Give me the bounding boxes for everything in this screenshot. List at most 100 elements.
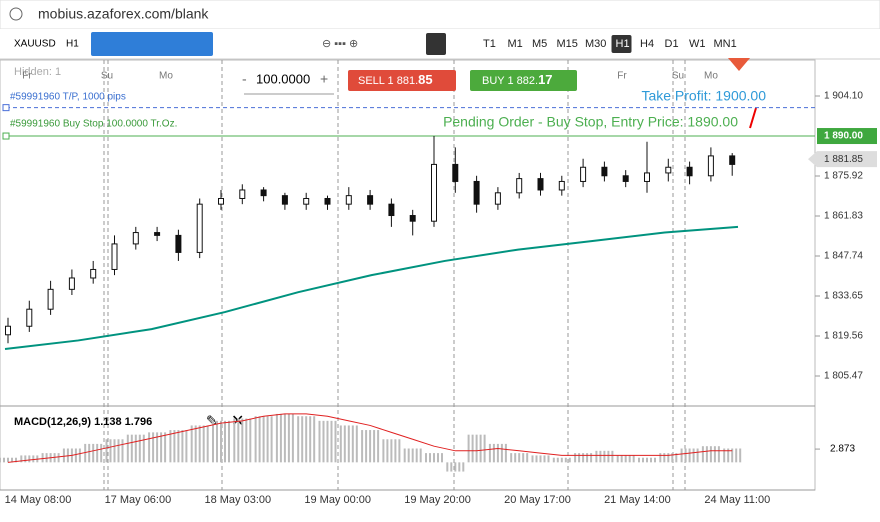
day-label: Su [101, 71, 113, 82]
timeframe[interactable]: M30 [585, 38, 606, 50]
entry-price-label: 1 890.00 [824, 131, 863, 142]
candle-type[interactable] [426, 33, 446, 55]
symbol[interactable]: XAUUSD [14, 39, 56, 50]
info-icon [9, 7, 23, 21]
candle-body [388, 203, 395, 217]
candle-body [47, 288, 54, 310]
buy-label[interactable]: BUY 1 882.17 [482, 72, 553, 87]
session-lines [103, 60, 686, 490]
candle-body [324, 197, 331, 205]
take-profit: Take Profit: 1900.00 [641, 88, 766, 104]
candle-body [686, 166, 693, 177]
timeframe[interactable]: M15 [557, 38, 578, 50]
y-tick-label: 1 805.47 [824, 371, 863, 382]
lot-minus[interactable]: - [242, 71, 247, 87]
candle-body [5, 325, 11, 336]
timeframe[interactable]: MN1 [714, 38, 737, 50]
hidden-label[interactable]: Hidden: 1 [14, 66, 61, 78]
y-tick-label: 1 833.65 [824, 291, 863, 302]
candle-body [431, 163, 437, 222]
y-tick-label: 1 904.10 [824, 91, 863, 102]
url[interactable]: mobius.azaforex.com/blank [38, 6, 209, 22]
buy-price[interactable]: BUY 1 882. [482, 75, 538, 87]
current-price-box [808, 151, 877, 168]
stop-order[interactable]: #59991960 Buy Stop 100.0000 Tr.Oz. [10, 119, 177, 130]
candle-body [516, 178, 523, 194]
moving-average [4, 225, 739, 350]
candle-body [239, 189, 246, 199]
candle-body [90, 268, 97, 279]
candle-body [494, 192, 501, 205]
y-tick-label: 1 861.83 [824, 211, 863, 222]
timeframe[interactable]: H4 [640, 38, 654, 50]
macd-tick-label: 2.873 [830, 444, 855, 455]
zoom-controls[interactable]: ⊖ ▪▪▪ ⊕ [322, 38, 358, 50]
candle-body [367, 195, 374, 205]
current-price-label: 1 881.85 [824, 154, 863, 165]
day-label: Fr [617, 71, 627, 82]
x-tick-label: 24 May 11:00 [704, 494, 770, 506]
tp-order[interactable]: #59991960 T/P, 1000 pips [10, 92, 126, 103]
x-tick-label: 20 May 17:00 [504, 494, 571, 506]
edit-icon[interactable]: ✎ [206, 413, 218, 429]
day-label: Mo [704, 71, 718, 82]
pending-order: Pending Order - Buy Stop, Entry Price: 1… [443, 114, 738, 130]
y-tick-label: 1 819.56 [824, 331, 863, 342]
sell-price[interactable]: SELL 1 881. [358, 75, 418, 87]
candle-body [558, 180, 565, 191]
candle-body [345, 195, 352, 205]
candle-body [729, 155, 736, 165]
candle-body [537, 178, 544, 191]
tool-buttons[interactable] [91, 32, 213, 56]
x-tick-label: 21 May 14:00 [604, 494, 671, 506]
candle-body [281, 195, 288, 205]
macd-signal [7, 413, 733, 463]
candle-body [260, 189, 267, 197]
timeframe[interactable]: W1 [689, 38, 706, 50]
entry-handle [2, 132, 10, 140]
buy-button[interactable] [470, 70, 577, 91]
x-tick-label: 17 May 06:00 [105, 494, 172, 506]
tp-handle [2, 104, 10, 112]
day-label: Mo [159, 71, 173, 82]
active-timeframe [611, 35, 632, 53]
tp-arrow [749, 107, 757, 129]
lot[interactable]: 100.0000 [256, 71, 310, 86]
day-label: Su [672, 71, 684, 82]
period[interactable]: H1 [66, 39, 79, 50]
macd-title: MACD(12,26,9) 1.138 1.796 [14, 416, 152, 428]
candle-body [303, 197, 310, 205]
lot-plus[interactable]: + [320, 71, 328, 87]
candle-body [707, 155, 714, 177]
timeframe[interactable]: D1 [665, 38, 679, 50]
candle-body [111, 243, 118, 270]
candle-body [580, 166, 587, 182]
sell-label[interactable]: SELL 1 881.85 [358, 72, 433, 87]
day-label: Fr [22, 71, 32, 82]
sell-pips[interactable]: 85 [418, 72, 432, 87]
candle-body [175, 234, 182, 253]
timeframe[interactable]: T1 [483, 38, 496, 50]
x-tick-label: 19 May 20:00 [404, 494, 471, 506]
timeframe[interactable]: M1 [508, 38, 523, 50]
candle-body [409, 215, 416, 222]
candle-body [68, 277, 75, 290]
y-tick-label: 1 875.92 [824, 171, 863, 182]
collapse-arrow[interactable] [728, 58, 750, 71]
timeframe[interactable]: H1 [616, 38, 630, 50]
candle-body [132, 232, 139, 245]
x-tick-label: 18 May 03:00 [204, 494, 271, 506]
sell-button[interactable] [348, 70, 456, 91]
x-tick-label: 14 May 08:00 [5, 494, 72, 506]
candle-body [26, 308, 33, 327]
candle-body [665, 166, 672, 174]
candle-body [473, 180, 480, 205]
candle-body [154, 232, 161, 236]
entry-price-box [817, 128, 877, 145]
timeframe[interactable]: M5 [532, 38, 547, 50]
buy-pips[interactable]: 17 [538, 72, 552, 87]
x-tick-label: 19 May 00:00 [304, 494, 371, 506]
candle-body [452, 163, 459, 182]
candle-body [218, 197, 224, 205]
